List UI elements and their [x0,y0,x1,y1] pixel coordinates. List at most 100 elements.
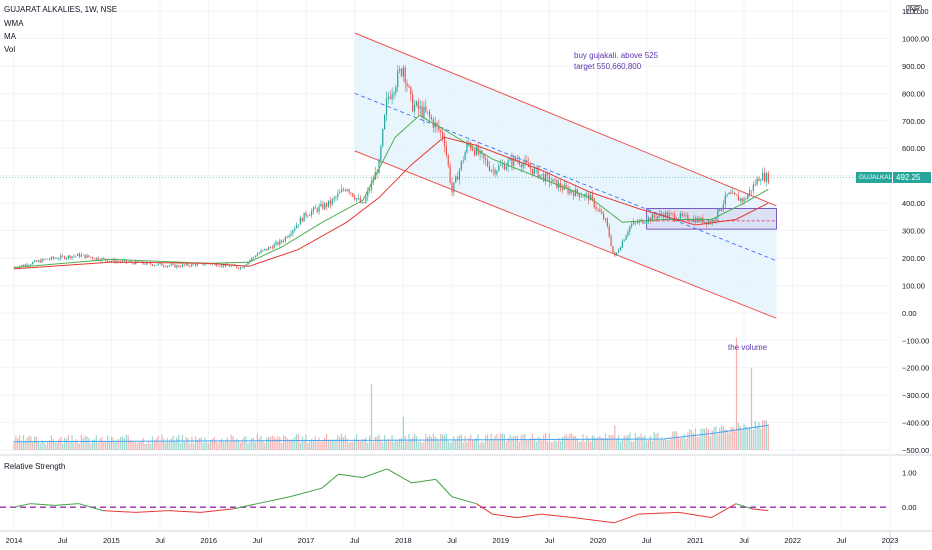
candle-body [485,158,487,161]
candle-body [121,260,124,262]
ma-line [13,136,769,270]
candle-body [445,146,447,156]
candle-body [350,192,352,194]
candle-body [35,260,38,262]
candle-body [15,267,17,269]
volume-bar [694,428,696,450]
candle-body [296,225,298,229]
candle-body [438,125,440,131]
candle-body [28,265,30,266]
candle-body [239,267,242,269]
volume-bar [705,427,708,450]
x-tick-label: 2016 [200,536,217,545]
candle-body [400,69,403,77]
volume-bar [346,438,348,450]
volume-bar [750,367,753,450]
volume-bar [603,438,605,450]
volume-bar [200,437,202,450]
x-tick-label: 2014 [6,536,23,545]
rs-line-segment [573,517,615,524]
volume-bar [82,438,84,450]
candle-body [543,174,545,182]
candle-body [224,263,227,267]
candle-body [704,221,706,224]
y-tick-label: 100.00 [902,281,925,290]
volume-bar [118,439,120,450]
rs-line-segment [289,487,323,498]
volume-bar [558,437,560,450]
candle-body [395,87,397,93]
volume-bar [136,443,139,450]
rs-line-segment [711,503,737,519]
candle-body [722,203,725,209]
candle-body [402,67,404,77]
volume-bar [492,440,494,450]
volume-bar [62,443,64,450]
candlestick-series [13,64,769,271]
volume-bar [395,440,397,450]
candle-body [681,213,683,216]
candle-body [421,106,423,118]
volume-bar [539,437,541,450]
candle-body [471,148,474,151]
candle-body [63,256,66,259]
volume-bar [541,440,543,450]
candle-body [453,182,455,193]
candle-body [243,266,245,268]
candle-body [129,261,131,262]
indicator-wma-label[interactable]: WMA [4,19,24,28]
candle-body [539,174,541,178]
volume-bar [642,437,644,450]
candle-body [170,264,172,266]
candle-body [166,265,169,267]
candle-body [80,254,82,257]
volume-bar [342,437,345,450]
volume-bar [176,437,178,450]
volume-bar [419,441,421,450]
volume-note: the volume [728,343,768,352]
volume-bar [619,441,622,450]
candle-body [548,175,550,183]
volume-bar [239,442,242,450]
candle-body [281,240,283,242]
rs-line-segment [200,508,234,513]
volume-bar [151,436,154,450]
volume-bar [121,436,124,450]
candle-body [223,264,225,267]
volume-bar [726,429,728,450]
volume-bar [644,435,646,450]
candle-body [159,263,161,265]
channel-upper-line [354,32,777,207]
y-tick-label: 800.00 [902,89,925,98]
candle-body [286,236,288,238]
y-tick-label: −200.00 [902,364,929,373]
currency-badge[interactable]: INR [905,5,922,14]
volume-bar [114,441,116,450]
y-tick-label: 1100.00 [902,7,929,16]
candle-body [106,260,109,262]
volume-bar [696,437,698,450]
volume-bar [561,437,564,450]
candle-body [84,254,86,258]
candle-body [582,196,584,198]
candle-body [440,130,442,133]
volume-bar [533,438,535,450]
volume-bar [65,438,68,450]
volume-bar [271,435,273,450]
volume-bar [427,436,429,450]
candle-body [672,213,674,215]
volume-bar [677,437,680,450]
volume-bar [183,441,185,450]
x-tick-label: Jul [545,536,555,545]
volume-bar [211,438,214,450]
volume-bar [335,439,337,450]
y-tick-label: −400.00 [902,419,929,428]
candle-body [749,190,751,195]
candle-body [320,203,322,207]
volume-bar [690,429,693,450]
volume-bar [339,436,341,450]
indicator-ma-label[interactable]: MA [4,32,16,41]
indicator-vol-label[interactable]: Vol [4,45,16,54]
candle-body [217,266,219,267]
